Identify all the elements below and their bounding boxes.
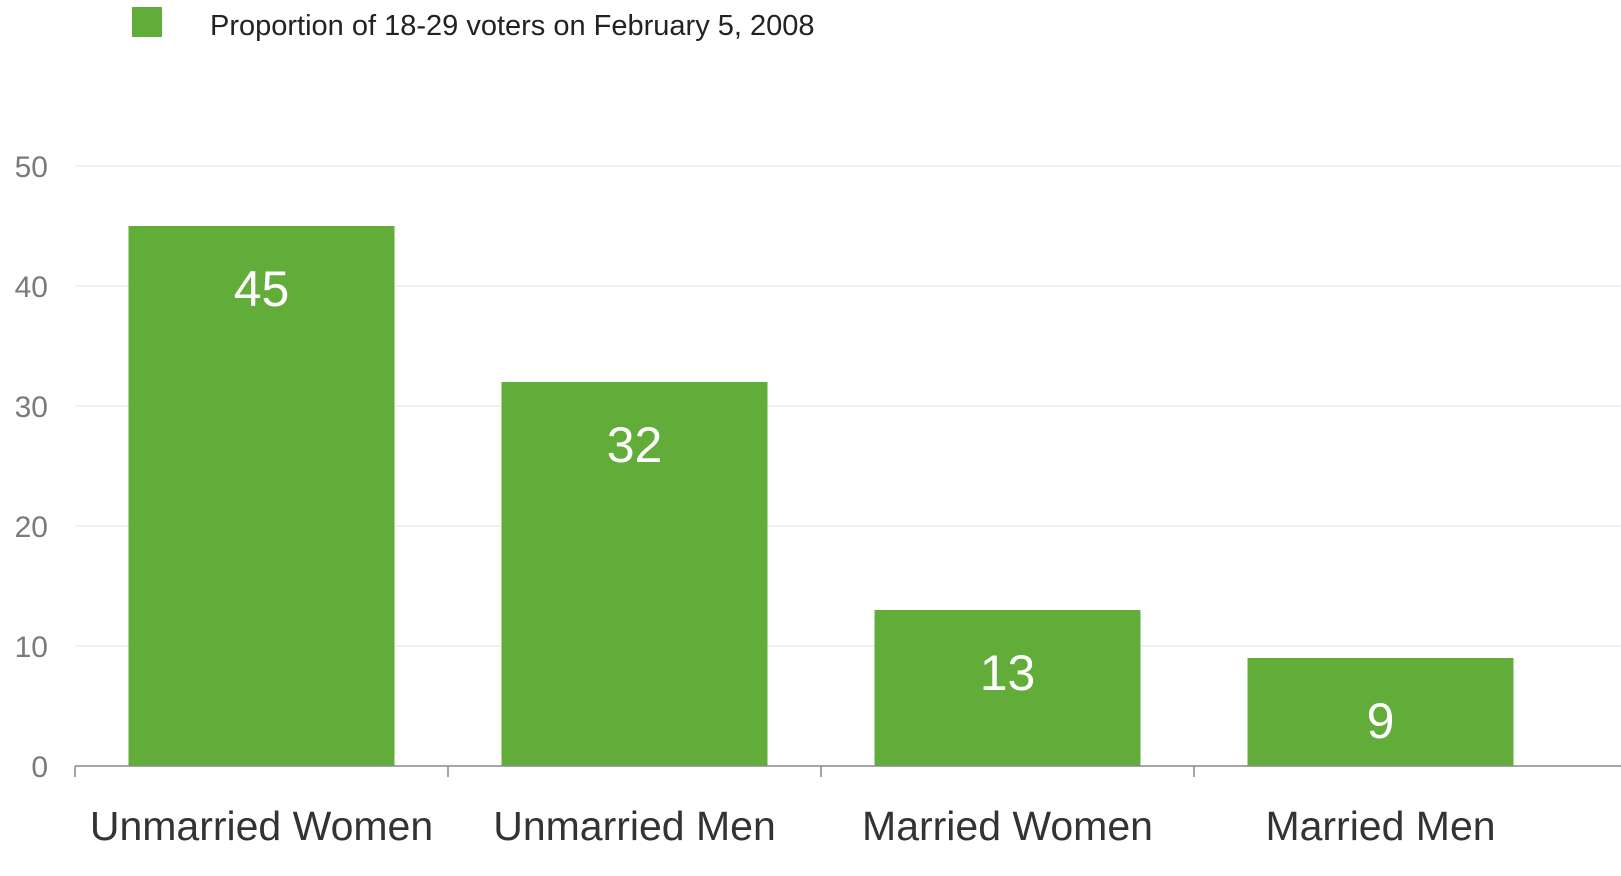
bar bbox=[874, 610, 1141, 766]
x-tick-label: Married Men bbox=[1265, 803, 1495, 849]
labels: 0 10 20 30 40 50 45 Unmarried Women 32 Unmarried … bbox=[15, 151, 1496, 849]
bar bbox=[1247, 658, 1514, 766]
legend: Proportion of 18-29 voters on February 5… bbox=[132, 7, 815, 42]
legend-label: Proportion of 18-29 voters on February 5… bbox=[210, 10, 815, 42]
y-tick-label: 10 bbox=[15, 631, 48, 664]
y-tick-label: 30 bbox=[15, 391, 48, 424]
y-tick-label: 50 bbox=[15, 151, 48, 184]
x-axis bbox=[74, 765, 1621, 777]
y-tick-label: 0 bbox=[31, 751, 48, 784]
y-tick-label: 20 bbox=[15, 511, 48, 544]
y-tick-label: 40 bbox=[15, 271, 48, 304]
data-label: 45 bbox=[234, 261, 290, 317]
bars bbox=[128, 226, 1514, 766]
data-label: 32 bbox=[607, 417, 663, 473]
legend-swatch bbox=[132, 7, 162, 37]
data-label: 13 bbox=[980, 645, 1036, 701]
x-tick-label: Married Women bbox=[862, 803, 1153, 849]
bar bbox=[128, 226, 395, 766]
bar bbox=[501, 382, 768, 766]
data-label: 9 bbox=[1367, 693, 1395, 749]
x-tick-label: Unmarried Men bbox=[493, 803, 776, 849]
x-tick-label: Unmarried Women bbox=[90, 803, 433, 849]
